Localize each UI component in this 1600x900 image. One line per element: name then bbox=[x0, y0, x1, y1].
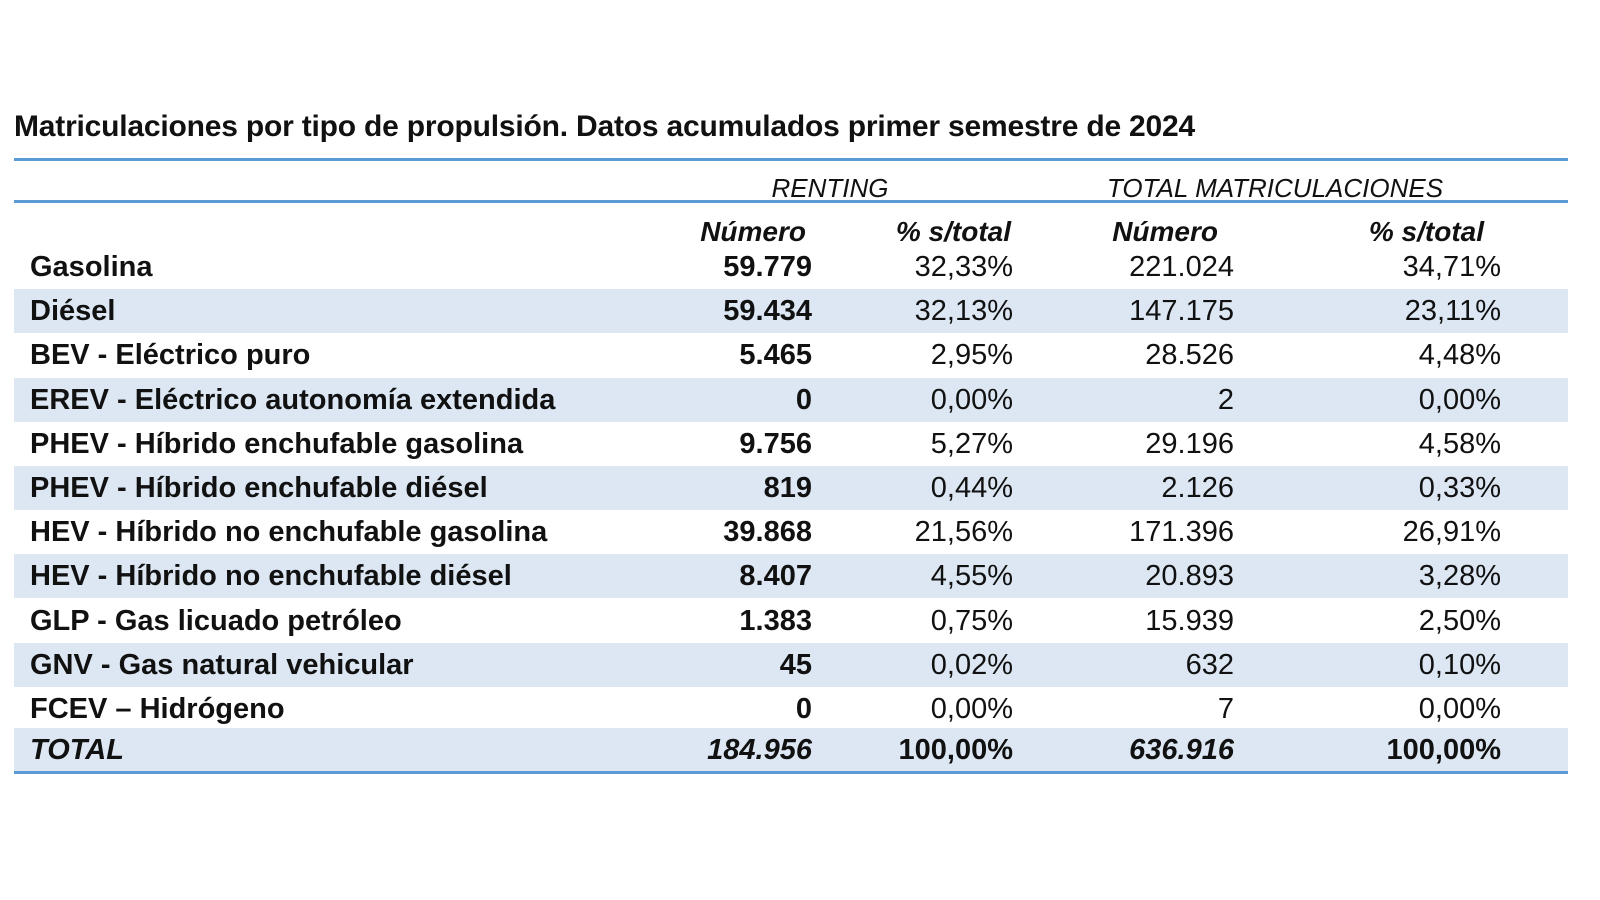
total-row: TOTAL 184.956 100,00% 636.916 100,00% bbox=[14, 728, 1568, 772]
total-numero-cell: 15.939 bbox=[1145, 605, 1234, 637]
subheader-total-pct: % s/total bbox=[1368, 216, 1484, 247]
renting-pct-cell: 32,13% bbox=[914, 295, 1013, 327]
table-row: GLP - Gas licuado petróleo 1.383 0,75% 15.9… bbox=[14, 599, 1568, 643]
table-row: PHEV - Híbrido enchufable gasolina 9.756 5… bbox=[14, 422, 1568, 466]
total-pct-cell: 4,58% bbox=[1418, 428, 1501, 460]
renting-pct-cell: 5,27% bbox=[930, 428, 1013, 460]
bottom-rule bbox=[14, 771, 1568, 774]
total-numero-cell: 2 bbox=[1217, 384, 1234, 416]
renting-numero-cell: 819 bbox=[763, 472, 812, 504]
top-rule bbox=[14, 158, 1568, 161]
table-row: HEV - Híbrido no enchufable diésel 8.407 4… bbox=[14, 554, 1568, 598]
group-header-renting: RENTING bbox=[771, 173, 889, 203]
total-pct-cell: 0,10% bbox=[1418, 649, 1501, 681]
total-numero-cell: 28.526 bbox=[1145, 339, 1234, 371]
table-row: BEV - Eléctrico puro 5.465 2,95% 28.526 4,48… bbox=[14, 333, 1568, 377]
table-row: Gasolina 59.779 32,33% 221.024 34,71% bbox=[14, 245, 1568, 289]
renting-numero-cell: 5.465 bbox=[739, 339, 812, 371]
total-numero-cell: 2.126 bbox=[1161, 472, 1234, 504]
total-numero-cell: 20.893 bbox=[1145, 560, 1234, 592]
table-row: GNV - Gas natural vehicular 45 0,02% 632 0,1… bbox=[14, 643, 1568, 687]
row-label: HEV - Híbrido no enchufable diésel bbox=[30, 560, 512, 592]
group-header-total: TOTAL MATRICULACIONES bbox=[1106, 173, 1444, 203]
total-numero-cell: 632 bbox=[1185, 649, 1234, 681]
total-pct-cell: 23,11% bbox=[1404, 295, 1501, 327]
row-label: Gasolina bbox=[30, 251, 153, 283]
table-row: FCEV – Hidrógeno 0 0,00% 7 0,00% bbox=[14, 687, 1568, 731]
table-row: PHEV - Híbrido enchufable diésel 819 0,44%… bbox=[14, 466, 1568, 510]
total-pct-cell: 0,33% bbox=[1418, 472, 1501, 504]
total-pct-cell: 34,71% bbox=[1402, 251, 1501, 283]
row-label: Diésel bbox=[30, 295, 116, 327]
row-label: HEV - Híbrido no enchufable gasolina bbox=[30, 516, 548, 548]
row-label: PHEV - Híbrido enchufable gasolina bbox=[30, 428, 524, 460]
total-pct-cell: 0,00% bbox=[1418, 693, 1501, 725]
renting-pct-cell: 21,56% bbox=[914, 516, 1013, 548]
renting-pct-cell: 0,00% bbox=[930, 693, 1013, 725]
subheader-renting-pct: % s/total bbox=[895, 216, 1011, 247]
row-label: BEV - Eléctrico puro bbox=[30, 339, 311, 371]
total-numero-cell: 29.196 bbox=[1145, 428, 1234, 460]
total-total-pct: 100,00% bbox=[1386, 734, 1502, 766]
renting-numero-cell: 0 bbox=[795, 693, 812, 725]
renting-numero-cell: 9.756 bbox=[739, 428, 812, 460]
row-label: GNV - Gas natural vehicular bbox=[30, 649, 414, 681]
renting-pct-cell: 32,33% bbox=[914, 251, 1013, 283]
total-renting-pct: 100,00% bbox=[898, 734, 1014, 766]
renting-numero-cell: 59.779 bbox=[723, 251, 812, 283]
total-label: TOTAL bbox=[30, 734, 124, 766]
table-title: Matriculaciones por tipo de propulsión. … bbox=[14, 110, 1195, 143]
row-label: EREV - Eléctrico autonomía extendida bbox=[30, 384, 556, 416]
renting-pct-cell: 2,95% bbox=[930, 339, 1013, 371]
total-numero-cell: 147.175 bbox=[1129, 295, 1234, 327]
row-label: FCEV – Hidrógeno bbox=[30, 693, 285, 725]
total-pct-cell: 4,48% bbox=[1418, 339, 1501, 371]
total-pct-cell: 2,50% bbox=[1418, 605, 1501, 637]
renting-pct-cell: 0,44% bbox=[930, 472, 1013, 504]
total-pct-cell: 3,28% bbox=[1418, 560, 1501, 592]
row-label: PHEV - Híbrido enchufable diésel bbox=[30, 472, 488, 504]
header-rule bbox=[14, 200, 1568, 203]
total-total-numero: 636.916 bbox=[1129, 734, 1234, 766]
total-renting-numero: 184.956 bbox=[707, 734, 812, 766]
table-panel bbox=[0, 100, 1570, 815]
table-row: EREV - Eléctrico autonomía extendida 0 0,0… bbox=[14, 378, 1568, 422]
renting-numero-cell: 59.434 bbox=[723, 295, 812, 327]
renting-pct-cell: 0,75% bbox=[930, 605, 1013, 637]
renting-numero-cell: 8.407 bbox=[739, 560, 812, 592]
total-numero-cell: 221.024 bbox=[1129, 251, 1234, 283]
subheader-renting-numero: Número bbox=[700, 216, 806, 247]
renting-numero-cell: 45 bbox=[779, 649, 812, 681]
total-pct-cell: 26,91% bbox=[1402, 516, 1501, 548]
row-label: GLP - Gas licuado petróleo bbox=[30, 605, 402, 637]
subheader-total-numero: Número bbox=[1112, 216, 1218, 247]
table-row: HEV - Híbrido no enchufable gasolina 39.8… bbox=[14, 510, 1568, 554]
renting-pct-cell: 4,55% bbox=[930, 560, 1013, 592]
total-numero-cell: 171.396 bbox=[1129, 516, 1234, 548]
renting-numero-cell: 1.383 bbox=[739, 605, 812, 637]
table-row: Diésel 59.434 32,13% 147.175 23,11% bbox=[14, 289, 1568, 333]
renting-numero-cell: 39.868 bbox=[723, 516, 812, 548]
renting-pct-cell: 0,02% bbox=[930, 649, 1013, 681]
renting-pct-cell: 0,00% bbox=[930, 384, 1013, 416]
total-pct-cell: 0,00% bbox=[1418, 384, 1501, 416]
renting-numero-cell: 0 bbox=[795, 384, 812, 416]
total-numero-cell: 7 bbox=[1217, 693, 1234, 725]
